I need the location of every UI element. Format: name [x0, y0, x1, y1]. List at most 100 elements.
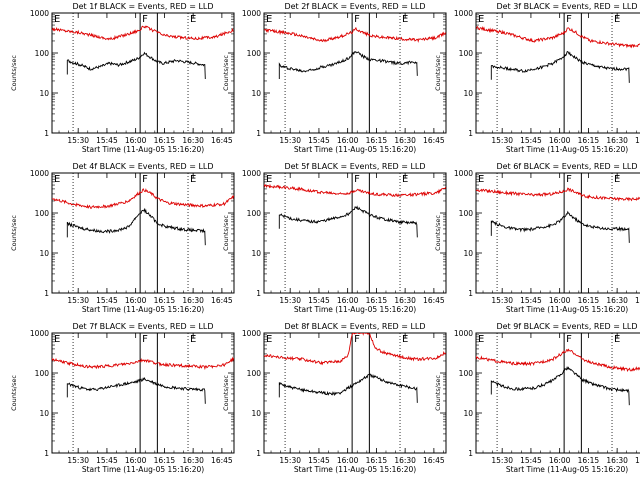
- y-tick-label: 1: [256, 129, 261, 138]
- series-events-line: [278, 373, 418, 403]
- x-tick-label: 16:30: [606, 456, 628, 465]
- event-marker-e: E: [54, 14, 60, 25]
- x-tick-label: 15:45: [308, 296, 330, 305]
- series-lld-line: [52, 188, 234, 210]
- y-tick-label: 1000: [30, 9, 49, 18]
- y-tick-label: 1: [44, 449, 49, 458]
- x-axis-label: Start Time (11-Aug-05 15:16:20): [506, 465, 628, 474]
- y-axis-label: Counts/sec: [222, 55, 230, 91]
- x-tick-label: 15:45: [308, 456, 330, 465]
- series-lld-line: [264, 183, 446, 198]
- y-tick-label: 1000: [454, 329, 473, 338]
- x-tick-label: 16:00: [125, 456, 147, 465]
- x-tick-label: 16:30: [182, 296, 204, 305]
- y-tick-label: 100: [35, 49, 50, 58]
- event-marker-e: E: [478, 14, 484, 25]
- panel-det-4: Det 4f BLACK = Events, RED = LLD 1 10 100 10…: [10, 162, 235, 314]
- x-axis-label: Start Time (11-Aug-05 15:16:20): [294, 465, 416, 474]
- panel-title: Det 4f BLACK = Events, RED = LLD: [72, 162, 213, 171]
- x-tick-label: 16:15: [366, 456, 388, 465]
- y-axis-label: Counts/sec: [222, 215, 230, 251]
- y-tick-label: 1000: [30, 169, 49, 178]
- x-tick-label: 15:30: [279, 296, 301, 305]
- x-tick-label: 16:00: [549, 136, 571, 145]
- panel-title: Det 1f BLACK = Events, RED = LLD: [72, 2, 213, 11]
- event-marker-e: E: [402, 174, 408, 185]
- plot-frame: [475, 12, 640, 134]
- x-tick-label: 15:30: [491, 456, 513, 465]
- panel-det-9: Det 9f BLACK = Events, RED = LLD 1 10 100 10…: [434, 322, 640, 474]
- event-marker-f: F: [566, 334, 572, 345]
- y-tick-label: 10: [251, 249, 261, 258]
- x-axis-label: Start Time (11-Aug-05 15:16:20): [294, 145, 416, 154]
- event-marker-e: E: [614, 14, 620, 25]
- x-tick-label: 15:30: [491, 296, 513, 305]
- x-tick-label: 16:45: [423, 456, 445, 465]
- event-marker-e: E: [402, 334, 408, 345]
- panel-det-7: Det 7f BLACK = Events, RED = LLD 1 10 100 10…: [10, 322, 235, 474]
- panel-title: Det 7f BLACK = Events, RED = LLD: [72, 322, 213, 331]
- event-marker-f: F: [354, 14, 360, 25]
- x-tick-label: 16:00: [337, 456, 359, 465]
- event-marker-e: E: [266, 334, 272, 345]
- x-tick-label: 16:15: [366, 296, 388, 305]
- panel-title: Det 6f BLACK = Events, RED = LLD: [496, 162, 637, 171]
- y-tick-label: 10: [463, 409, 473, 418]
- y-tick-label: 1: [256, 289, 261, 298]
- y-tick-label: 1: [44, 129, 49, 138]
- y-axis-label: Counts/sec: [434, 55, 442, 91]
- x-tick-label: 16:15: [578, 456, 600, 465]
- x-tick-label: 15:45: [96, 456, 118, 465]
- y-tick-label: 1000: [454, 169, 473, 178]
- event-marker-f: F: [142, 14, 148, 25]
- x-tick-label: 16:45: [635, 456, 640, 465]
- y-tick-label: 1: [468, 449, 473, 458]
- event-marker-e: E: [190, 174, 196, 185]
- panel-title: Det 9f BLACK = Events, RED = LLD: [496, 322, 637, 331]
- y-tick-label: 10: [251, 409, 261, 418]
- x-axis-label: Start Time (11-Aug-05 15:16:20): [82, 465, 204, 474]
- x-tick-label: 15:45: [96, 136, 118, 145]
- event-marker-e: E: [402, 14, 408, 25]
- y-axis-label: Counts/sec: [10, 215, 18, 251]
- x-tick-label: 16:00: [549, 296, 571, 305]
- x-tick-label: 15:45: [96, 296, 118, 305]
- y-axis-label: Counts/sec: [10, 55, 18, 91]
- event-marker-e: E: [266, 174, 272, 185]
- x-tick-label: 15:30: [279, 136, 301, 145]
- event-marker-e: E: [478, 174, 484, 185]
- y-axis-label: Counts/sec: [222, 375, 230, 411]
- series-lld-line: [264, 26, 446, 43]
- panel-det-6: Det 6f BLACK = Events, RED = LLD 1 10 100 10…: [434, 162, 640, 314]
- x-tick-label: 15:45: [520, 136, 542, 145]
- event-marker-f: F: [142, 334, 148, 345]
- series-lld-line: [476, 187, 640, 202]
- x-tick-label: 16:45: [635, 136, 640, 145]
- y-tick-label: 10: [39, 89, 49, 98]
- x-axis-label: Start Time (11-Aug-05 15:16:20): [506, 145, 628, 154]
- y-tick-label: 1000: [242, 9, 261, 18]
- plot-frame: [475, 332, 640, 454]
- plot-frame: [263, 332, 447, 454]
- y-tick-label: 1000: [242, 329, 261, 338]
- y-tick-label: 100: [459, 369, 474, 378]
- event-marker-e: E: [266, 14, 272, 25]
- x-tick-label: 15:30: [67, 296, 89, 305]
- x-tick-label: 16:00: [125, 136, 147, 145]
- x-tick-label: 16:30: [606, 296, 628, 305]
- series-events-line: [66, 207, 206, 246]
- x-tick-label: 15:45: [308, 136, 330, 145]
- plot-frame: [475, 172, 640, 294]
- plot-frame: [263, 172, 447, 294]
- x-tick-label: 16:15: [366, 136, 388, 145]
- x-tick-label: 16:15: [578, 136, 600, 145]
- series-events-line: [278, 205, 418, 238]
- x-axis-label: Start Time (11-Aug-05 15:16:20): [82, 145, 204, 154]
- panel-title: Det 5f BLACK = Events, RED = LLD: [284, 162, 425, 171]
- x-tick-label: 16:00: [337, 136, 359, 145]
- y-tick-label: 1000: [242, 169, 261, 178]
- y-tick-label: 1000: [454, 9, 473, 18]
- panel-det-2: Det 2f BLACK = Events, RED = LLD 1 10 100 10…: [222, 2, 447, 154]
- series-lld-line: [476, 25, 640, 49]
